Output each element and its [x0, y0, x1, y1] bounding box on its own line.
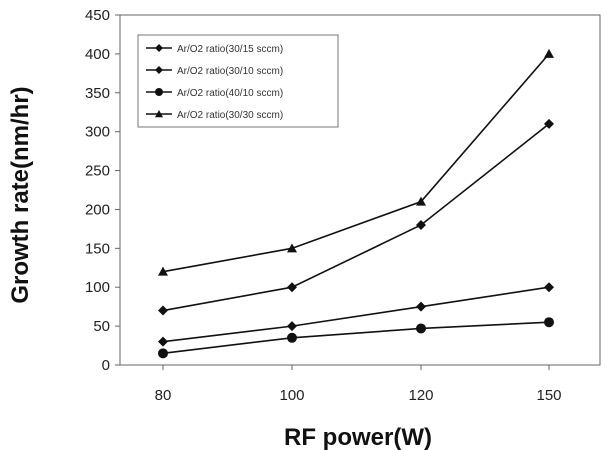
y-tick-label: 450 [85, 7, 110, 24]
legend-label: Ar/O2 ratio(30/30 sccm) [177, 110, 283, 121]
y-tick-label: 150 [85, 240, 110, 257]
data-point [416, 220, 426, 230]
series-4 [158, 48, 554, 276]
data-point [158, 336, 168, 347]
y-tick-label: 300 [85, 124, 110, 141]
data-point [544, 48, 554, 58]
legend-label: Ar/O2 ratio(30/15 sccm) [177, 44, 283, 55]
data-point [158, 348, 168, 359]
series-2 [158, 118, 554, 316]
y-axis-ticks: 0 50 100 150 200 250 300 350 400 450 [85, 7, 120, 374]
legend: Ar/O2 ratio(30/15 sccm) Ar/O2 ratio(30/10… [137, 34, 339, 128]
data-point [158, 305, 168, 316]
data-point [544, 282, 554, 293]
x-axis-title: RF power(W) [284, 424, 432, 450]
legend-marker [155, 88, 163, 96]
data-point [287, 282, 297, 293]
data-point [287, 321, 297, 332]
series-line [162, 321, 550, 355]
series-1 [158, 282, 554, 347]
y-tick-label: 400 [85, 46, 110, 63]
y-axis-title: Growth rate(nm/hr) [7, 86, 34, 303]
y-tick-label: 200 [85, 201, 110, 218]
y-tick-label: 100 [85, 279, 110, 296]
series-line [162, 53, 550, 273]
legend-entry: Ar/O2 ratio(30/10 sccm) [146, 66, 283, 77]
data-point [544, 118, 554, 129]
series-line [162, 286, 550, 343]
data-point [416, 301, 426, 312]
series-3 [158, 317, 554, 359]
legend-label: Ar/O2 ratio(30/10 sccm) [177, 66, 283, 77]
series-line [162, 123, 550, 312]
data-point [287, 332, 297, 343]
data-point [416, 196, 426, 206]
x-tick-label: 150 [536, 387, 561, 404]
legend-marker [155, 44, 163, 52]
legend-entry: Ar/O2 ratio(30/15 sccm) [146, 44, 283, 55]
y-tick-label: 50 [93, 318, 110, 335]
y-tick-label: 0 [102, 357, 110, 374]
data-point [544, 317, 554, 328]
legend-marker [155, 66, 163, 74]
plot-frame [119, 14, 601, 366]
series-layer [158, 48, 554, 359]
data-point [158, 266, 168, 276]
data-point [287, 243, 297, 253]
y-tick-label: 350 [85, 85, 110, 102]
x-tick-label: 120 [408, 387, 433, 404]
legend-entry: Ar/O2 ratio(30/30 sccm) [146, 110, 283, 121]
legend-entry: Ar/O2 ratio(40/10 sccm) [146, 88, 283, 99]
legend-marker [155, 110, 163, 118]
plot-border [119, 14, 601, 366]
x-tick-label: 80 [155, 387, 172, 404]
legend-box [137, 34, 339, 128]
data-point [416, 323, 426, 334]
x-axis-ticks: 80 100 120 150 [155, 365, 562, 404]
legend-label: Ar/O2 ratio(40/10 sccm) [177, 88, 283, 99]
y-tick-label: 250 [85, 163, 110, 180]
x-tick-label: 100 [279, 387, 304, 404]
